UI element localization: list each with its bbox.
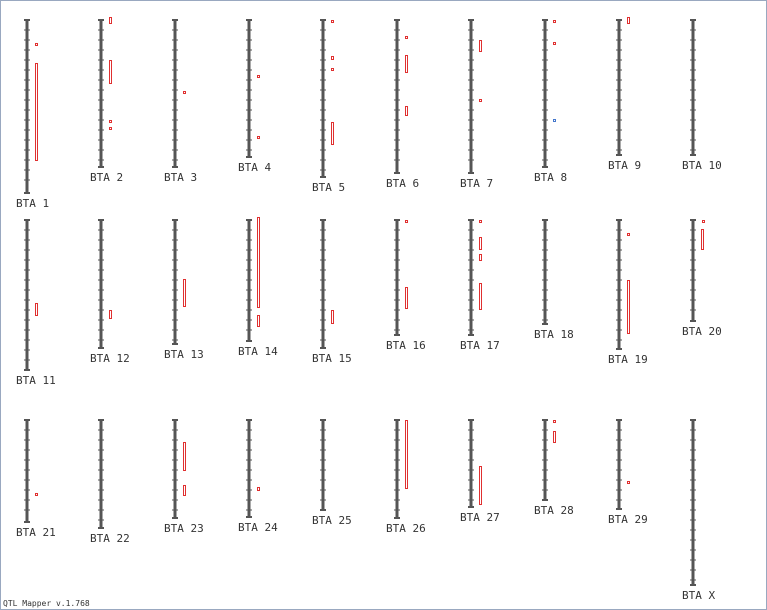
- qtl: [553, 42, 556, 45]
- chromosome-label: BTA 21: [16, 526, 56, 539]
- chromosome-label: BTA 5: [312, 181, 345, 194]
- qtl: [479, 237, 482, 250]
- qtl: [35, 303, 38, 316]
- chromosome-label: BTA 12: [90, 352, 130, 365]
- qtl: [331, 20, 334, 23]
- chromosome-label: BTA 23: [164, 522, 204, 535]
- qtl: [35, 43, 38, 46]
- qtl: [109, 310, 112, 319]
- chromosome-label: BTA 10: [682, 159, 722, 172]
- chromosome-label: BTA 16: [386, 339, 426, 352]
- qtl: [553, 420, 556, 423]
- qtl: [627, 233, 630, 236]
- chromosome-label: BTA 4: [238, 161, 271, 174]
- qtl: [479, 220, 482, 223]
- chromosome-label: BTA 13: [164, 348, 204, 361]
- qtl: [479, 99, 482, 102]
- chromosome-label: BTA 6: [386, 177, 419, 190]
- chromosome-label: BTA 8: [534, 171, 567, 184]
- footer: QTL Mapper v.1.768: [3, 599, 90, 608]
- qtl: [479, 466, 482, 505]
- chromosome-label: BTA 22: [90, 532, 130, 545]
- qtl: [479, 40, 482, 52]
- qtl: [553, 431, 556, 443]
- chromosome-label: BTA 11: [16, 374, 56, 387]
- qtl: [35, 63, 38, 161]
- qtl: [405, 220, 408, 223]
- chromosome-label: BTA 28: [534, 504, 574, 517]
- chromosome-label: BTA 2: [90, 171, 123, 184]
- qtl: [109, 60, 112, 84]
- chromosome-label: BTA 19: [608, 353, 648, 366]
- chromosome-label: BTA 14: [238, 345, 278, 358]
- qtl: [405, 287, 408, 309]
- qtl: [183, 442, 186, 471]
- chromosome-label: BTA 15: [312, 352, 352, 365]
- chromosome-label: BTA 24: [238, 521, 278, 534]
- qtl: [553, 119, 556, 122]
- qtl: [109, 17, 112, 24]
- chromosome-label: BTA X: [682, 589, 715, 602]
- qtl: [405, 36, 408, 39]
- qtl: [405, 55, 408, 73]
- qtl: [627, 481, 630, 484]
- qtl: [627, 17, 630, 24]
- qtl: [257, 75, 260, 78]
- chromosome-label: BTA 1: [16, 197, 49, 210]
- chromosome-label: BTA 3: [164, 171, 197, 184]
- qtl: [405, 106, 408, 116]
- chromosome-label: BTA 27: [460, 511, 500, 524]
- chromosome-label: BTA 18: [534, 328, 574, 341]
- chromosome-label: BTA 20: [682, 325, 722, 338]
- qtl: [35, 493, 38, 496]
- qtl: [627, 280, 630, 334]
- qtl: [257, 136, 260, 139]
- qtl: [331, 56, 334, 60]
- chromosome-label: BTA 17: [460, 339, 500, 352]
- qtl: [331, 68, 334, 71]
- qtl: [701, 229, 704, 250]
- qtl: [257, 487, 260, 491]
- qtl: [331, 122, 334, 145]
- qtl: [553, 20, 556, 23]
- chromosome-label: BTA 29: [608, 513, 648, 526]
- chromosome-label: BTA 25: [312, 514, 352, 527]
- qtl: [109, 120, 112, 123]
- qtl: [183, 279, 186, 307]
- qtl: [183, 91, 186, 94]
- qtl: [479, 283, 482, 310]
- qtl: [109, 127, 112, 130]
- qtl: [479, 254, 482, 261]
- qtl: [405, 420, 408, 489]
- chromosome-label: BTA 9: [608, 159, 641, 172]
- chromosome-label: BTA 7: [460, 177, 493, 190]
- qtl: [257, 217, 260, 308]
- qtl: [331, 310, 334, 324]
- qtl: [702, 220, 705, 223]
- qtl: [257, 315, 260, 327]
- chromosome-label: BTA 26: [386, 522, 426, 535]
- qtl: [183, 485, 186, 496]
